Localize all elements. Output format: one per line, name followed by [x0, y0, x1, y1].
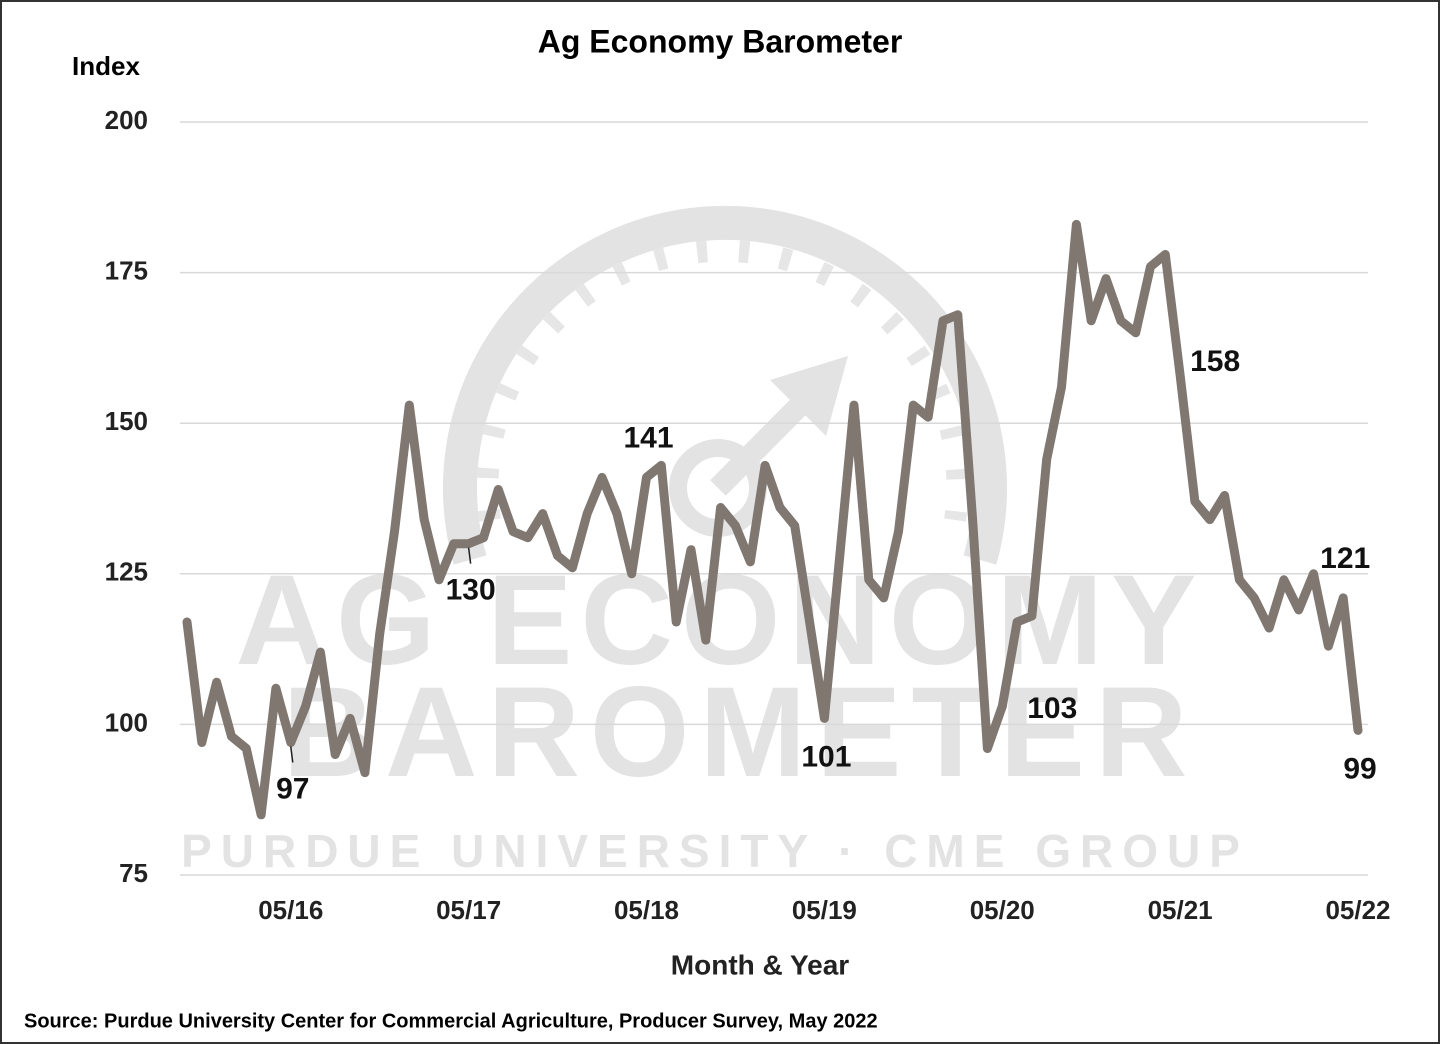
- y-tick-label: 125: [105, 557, 148, 587]
- x-tick-label: 05/19: [792, 895, 857, 925]
- data-label: 121: [1320, 542, 1370, 575]
- leader-line: [290, 746, 294, 763]
- leader-line: [467, 547, 472, 564]
- y-tick-label: 200: [105, 105, 148, 135]
- watermark-text: PURDUE UNIVERSITY · CME GROUP: [181, 825, 1249, 877]
- source-note: Source: Purdue University Center for Com…: [24, 1010, 878, 1032]
- data-label: 99: [1343, 752, 1376, 785]
- chart-title: Ag Economy Barometer: [538, 23, 903, 59]
- x-tick-label: 05/16: [258, 895, 323, 925]
- data-label: 158: [1190, 345, 1240, 378]
- x-tick-label: 05/20: [970, 895, 1035, 925]
- x-tick-label: 05/21: [1148, 895, 1213, 925]
- data-label: 141: [623, 421, 673, 454]
- x-axis-label: Month & Year: [671, 949, 850, 980]
- data-line: [182, 219, 1363, 820]
- gauge-dial: [476, 239, 969, 522]
- gauge-arc: [443, 205, 1007, 565]
- data-label: 97: [276, 772, 309, 805]
- x-tick-label: 05/17: [436, 895, 501, 925]
- data-label: 103: [1027, 692, 1077, 725]
- y-axis-label: Index: [72, 51, 140, 81]
- watermark-text: BAROMETER: [283, 661, 1198, 804]
- y-tick-label: 75: [119, 858, 148, 888]
- watermark: AG ECONOMY BAROMETER PURDUE UNIVERSITY ·…: [181, 205, 1249, 877]
- x-tick-label: 05/22: [1325, 895, 1390, 925]
- y-tick-label: 150: [105, 406, 148, 436]
- y-tick-label: 175: [105, 255, 148, 285]
- y-tick-label: 100: [105, 707, 148, 737]
- x-tick-label: 05/18: [614, 895, 679, 925]
- gauge-arrow: [770, 356, 848, 436]
- data-label: 101: [801, 740, 851, 773]
- data-label: 130: [446, 574, 496, 607]
